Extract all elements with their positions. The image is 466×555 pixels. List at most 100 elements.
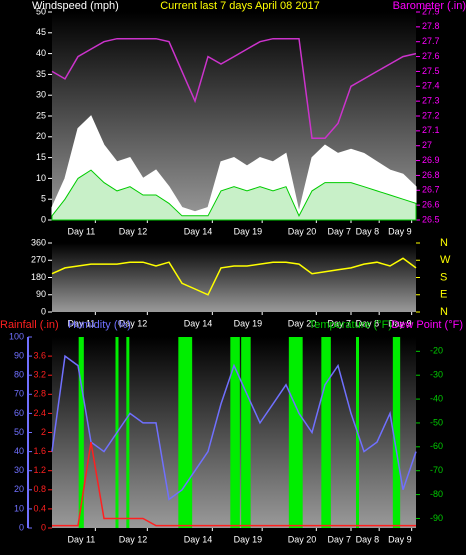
bar — [243, 337, 247, 528]
y2-axis-label: Temperature (°F) — [309, 319, 392, 331]
x-tick-label: Day 8 — [356, 226, 380, 236]
y3-tick-label: 70 — [14, 389, 24, 399]
y2-tick-label: -30 — [430, 370, 443, 380]
y2-tick-label: 27.3 — [422, 96, 440, 106]
y2-tick-label: -50 — [430, 417, 443, 427]
y-axis-label: Rainfall (.in) — [0, 319, 59, 331]
y-tick-label: 15 — [36, 152, 46, 162]
y-tick-label: 3.6 — [33, 350, 46, 360]
x-tick-label: Day 12 — [119, 534, 148, 544]
x-tick-label: Day 7 — [327, 226, 351, 236]
y-tick-label: 50 — [36, 6, 46, 16]
bar — [327, 337, 331, 528]
y-tick-label: 20 — [36, 131, 46, 141]
y-tick-label: 90 — [36, 289, 46, 299]
x-tick-label: Day 14 — [184, 534, 213, 544]
y2-tick-label: 27.2 — [422, 110, 440, 120]
x-tick-label: Day 7 — [327, 534, 351, 544]
bar — [295, 337, 299, 528]
bar — [397, 337, 401, 528]
y-tick-label: 5 — [41, 194, 46, 204]
x-tick-label: Day 12 — [119, 226, 148, 236]
y-tick-label: 10 — [36, 173, 46, 183]
bar — [230, 337, 234, 528]
y2-tick-label: -80 — [430, 489, 443, 499]
y3-tick-label: 40 — [14, 446, 24, 456]
x-tick-label: Day 11 — [67, 226, 95, 236]
y2-tick-label: 27 — [422, 140, 432, 150]
y-tick-label: 270 — [31, 255, 46, 265]
y3-axis-label: Humidity (%) — [68, 319, 131, 331]
y3-tick-label: 100 — [9, 331, 24, 341]
bar — [182, 337, 186, 528]
line — [52, 441, 416, 527]
bar — [245, 337, 249, 528]
y2-axis-label-2: Dew Point (°F) — [391, 319, 463, 331]
y3-tick-label: 60 — [14, 408, 24, 418]
y2-tick-label: 26.6 — [422, 200, 440, 210]
y2-axis-label: Barometer (.in) — [393, 0, 466, 12]
y3-tick-label: 10 — [14, 503, 24, 513]
y2-tick-label: N — [440, 237, 448, 249]
y2-tick-label: 27.4 — [422, 81, 440, 91]
y-tick-label: 45 — [36, 27, 46, 37]
y-tick-label: 360 — [31, 237, 46, 247]
y-tick-label: 25 — [36, 110, 46, 120]
bar — [232, 337, 236, 528]
x-tick-label: Day 12 — [119, 318, 148, 328]
bar — [288, 337, 292, 528]
x-tick-label: Day 8 — [356, 534, 380, 544]
y3-tick-label: 90 — [14, 350, 24, 360]
y3-tick-label: 50 — [14, 427, 24, 437]
y-tick-label: 1.2 — [33, 465, 46, 475]
y2-tick-label: 26.8 — [422, 170, 440, 180]
x-tick-label: Day 20 — [288, 534, 317, 544]
y2-tick-label: 27.1 — [422, 125, 440, 135]
y3-tick-label: 30 — [14, 465, 24, 475]
y-tick-label: 2.4 — [33, 408, 46, 418]
y-tick-label: 2 — [41, 427, 46, 437]
bar — [395, 337, 398, 528]
y2-tick-label: -20 — [430, 346, 443, 356]
x-tick-label: Day 11 — [67, 534, 95, 544]
x-tick-label: Day 11 — [67, 318, 95, 328]
x-tick-label: Day 20 — [288, 318, 317, 328]
y-tick-label: 30 — [36, 90, 46, 100]
y2-tick-label: 27.9 — [422, 6, 440, 16]
y2-tick-label: S — [440, 271, 447, 283]
bar — [321, 337, 325, 528]
y2-tick-label: -70 — [430, 465, 443, 475]
bar — [299, 337, 303, 528]
x-tick-label: Day 9 — [388, 318, 412, 328]
bar — [189, 337, 193, 528]
y2-tick-label: 26.9 — [422, 155, 440, 165]
line — [51, 354, 417, 501]
bar — [241, 337, 245, 528]
x-tick-label: Day 14 — [184, 226, 213, 236]
y-tick-label: 180 — [31, 272, 46, 282]
y-tick-label: 2.8 — [33, 389, 46, 399]
y-tick-label: 0 — [41, 214, 46, 224]
bar — [234, 337, 238, 528]
y2-tick-label: -90 — [430, 513, 443, 523]
y3-tick-label: 80 — [14, 370, 24, 380]
x-tick-label: Day 9 — [388, 534, 412, 544]
x-tick-label: Day 19 — [234, 318, 263, 328]
x-tick-label: Day 9 — [388, 226, 412, 236]
y-tick-label: 3.2 — [33, 370, 46, 380]
y-tick-label: 0 — [41, 306, 46, 316]
line — [51, 257, 417, 296]
y-tick-label: 35 — [36, 69, 46, 79]
y3-tick-label: 20 — [14, 484, 24, 494]
bar — [80, 337, 84, 528]
x-tick-label: Day 20 — [288, 226, 317, 236]
bar — [293, 337, 297, 528]
y2-tick-label: W — [440, 254, 451, 266]
y2-tick-label: 27.7 — [422, 36, 440, 46]
bar — [187, 337, 190, 528]
chart-title: Current last 7 days April 08 2017 — [160, 0, 320, 12]
y-tick-label: 0.8 — [33, 484, 46, 494]
y3-tick-label: 0 — [19, 522, 24, 532]
plot-area — [52, 243, 416, 312]
